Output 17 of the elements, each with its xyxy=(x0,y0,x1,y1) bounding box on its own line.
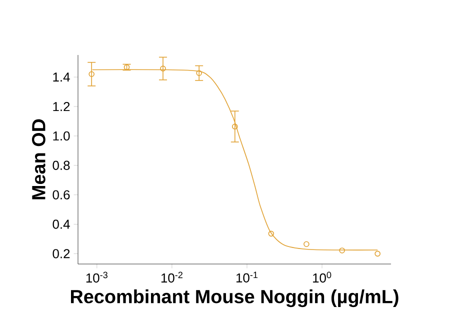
x-tick-label: 10$^{-1}$ xyxy=(236,272,258,282)
y-tick-label: 0.4 xyxy=(52,220,70,229)
y-axis-title: Mean OD xyxy=(32,119,46,200)
point xyxy=(374,250,380,257)
point xyxy=(268,230,274,237)
x-tick-label: 10$^{-2}$ xyxy=(161,272,182,283)
y-tick-label: 0.2 xyxy=(52,249,70,258)
y-tick-label: 0.6 xyxy=(52,190,70,200)
x-axis-title: Recombinant Mouse Noggin (µg/mL) xyxy=(70,289,398,308)
point xyxy=(339,248,345,254)
y-tick-label: 1.2 xyxy=(53,102,70,112)
y-tick-label: 1.0 xyxy=(53,131,70,141)
x-tick-label: 10$^{-3}$ xyxy=(86,272,108,283)
point xyxy=(304,241,310,248)
x-tick-label: 10$^{0}$ xyxy=(313,272,332,283)
y-tick-label: 1.4 xyxy=(53,72,70,82)
y-tick-label: 0.8 xyxy=(52,160,70,170)
